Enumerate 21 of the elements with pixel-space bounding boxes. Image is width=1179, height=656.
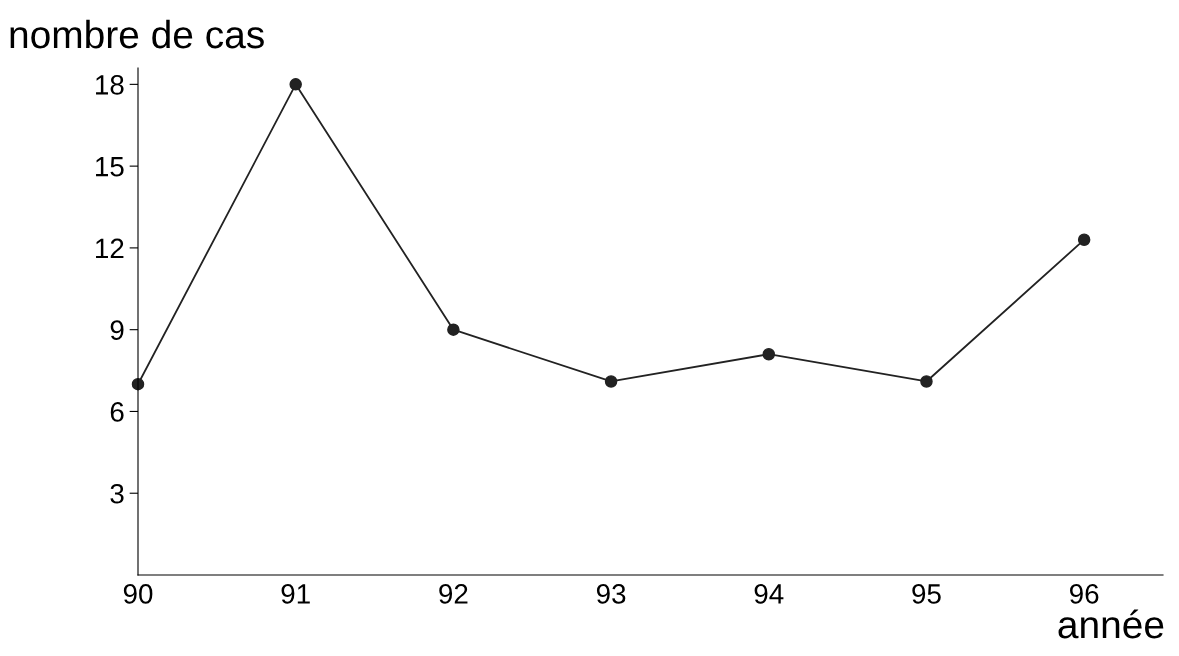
y-tick-label: 12 (96, 238, 124, 258)
point (762, 347, 776, 361)
x-tick-label: 94 (754, 584, 784, 604)
y-tick-label: 6 (110, 402, 124, 422)
x-axis-title: année (1058, 609, 1164, 639)
x-tick-label: 95 (912, 584, 941, 604)
point (1077, 233, 1091, 246)
y-tick-label: 9 (110, 320, 124, 341)
x-tick-label: 90 (123, 584, 153, 604)
point (920, 375, 933, 388)
y-axis-title: nombre de cas (10, 19, 264, 49)
x-tick-label: 96 (1070, 584, 1099, 604)
y-tick-label: 18 (96, 75, 124, 95)
point (447, 323, 460, 336)
y-tick-label: 15 (96, 157, 124, 177)
point (604, 375, 618, 388)
x-tick-label: 92 (439, 584, 468, 604)
point (289, 78, 302, 91)
y-tick-label: 3 (110, 483, 124, 504)
x-tick-label: 91 (281, 584, 310, 604)
x-tick-label: 93 (596, 584, 626, 604)
